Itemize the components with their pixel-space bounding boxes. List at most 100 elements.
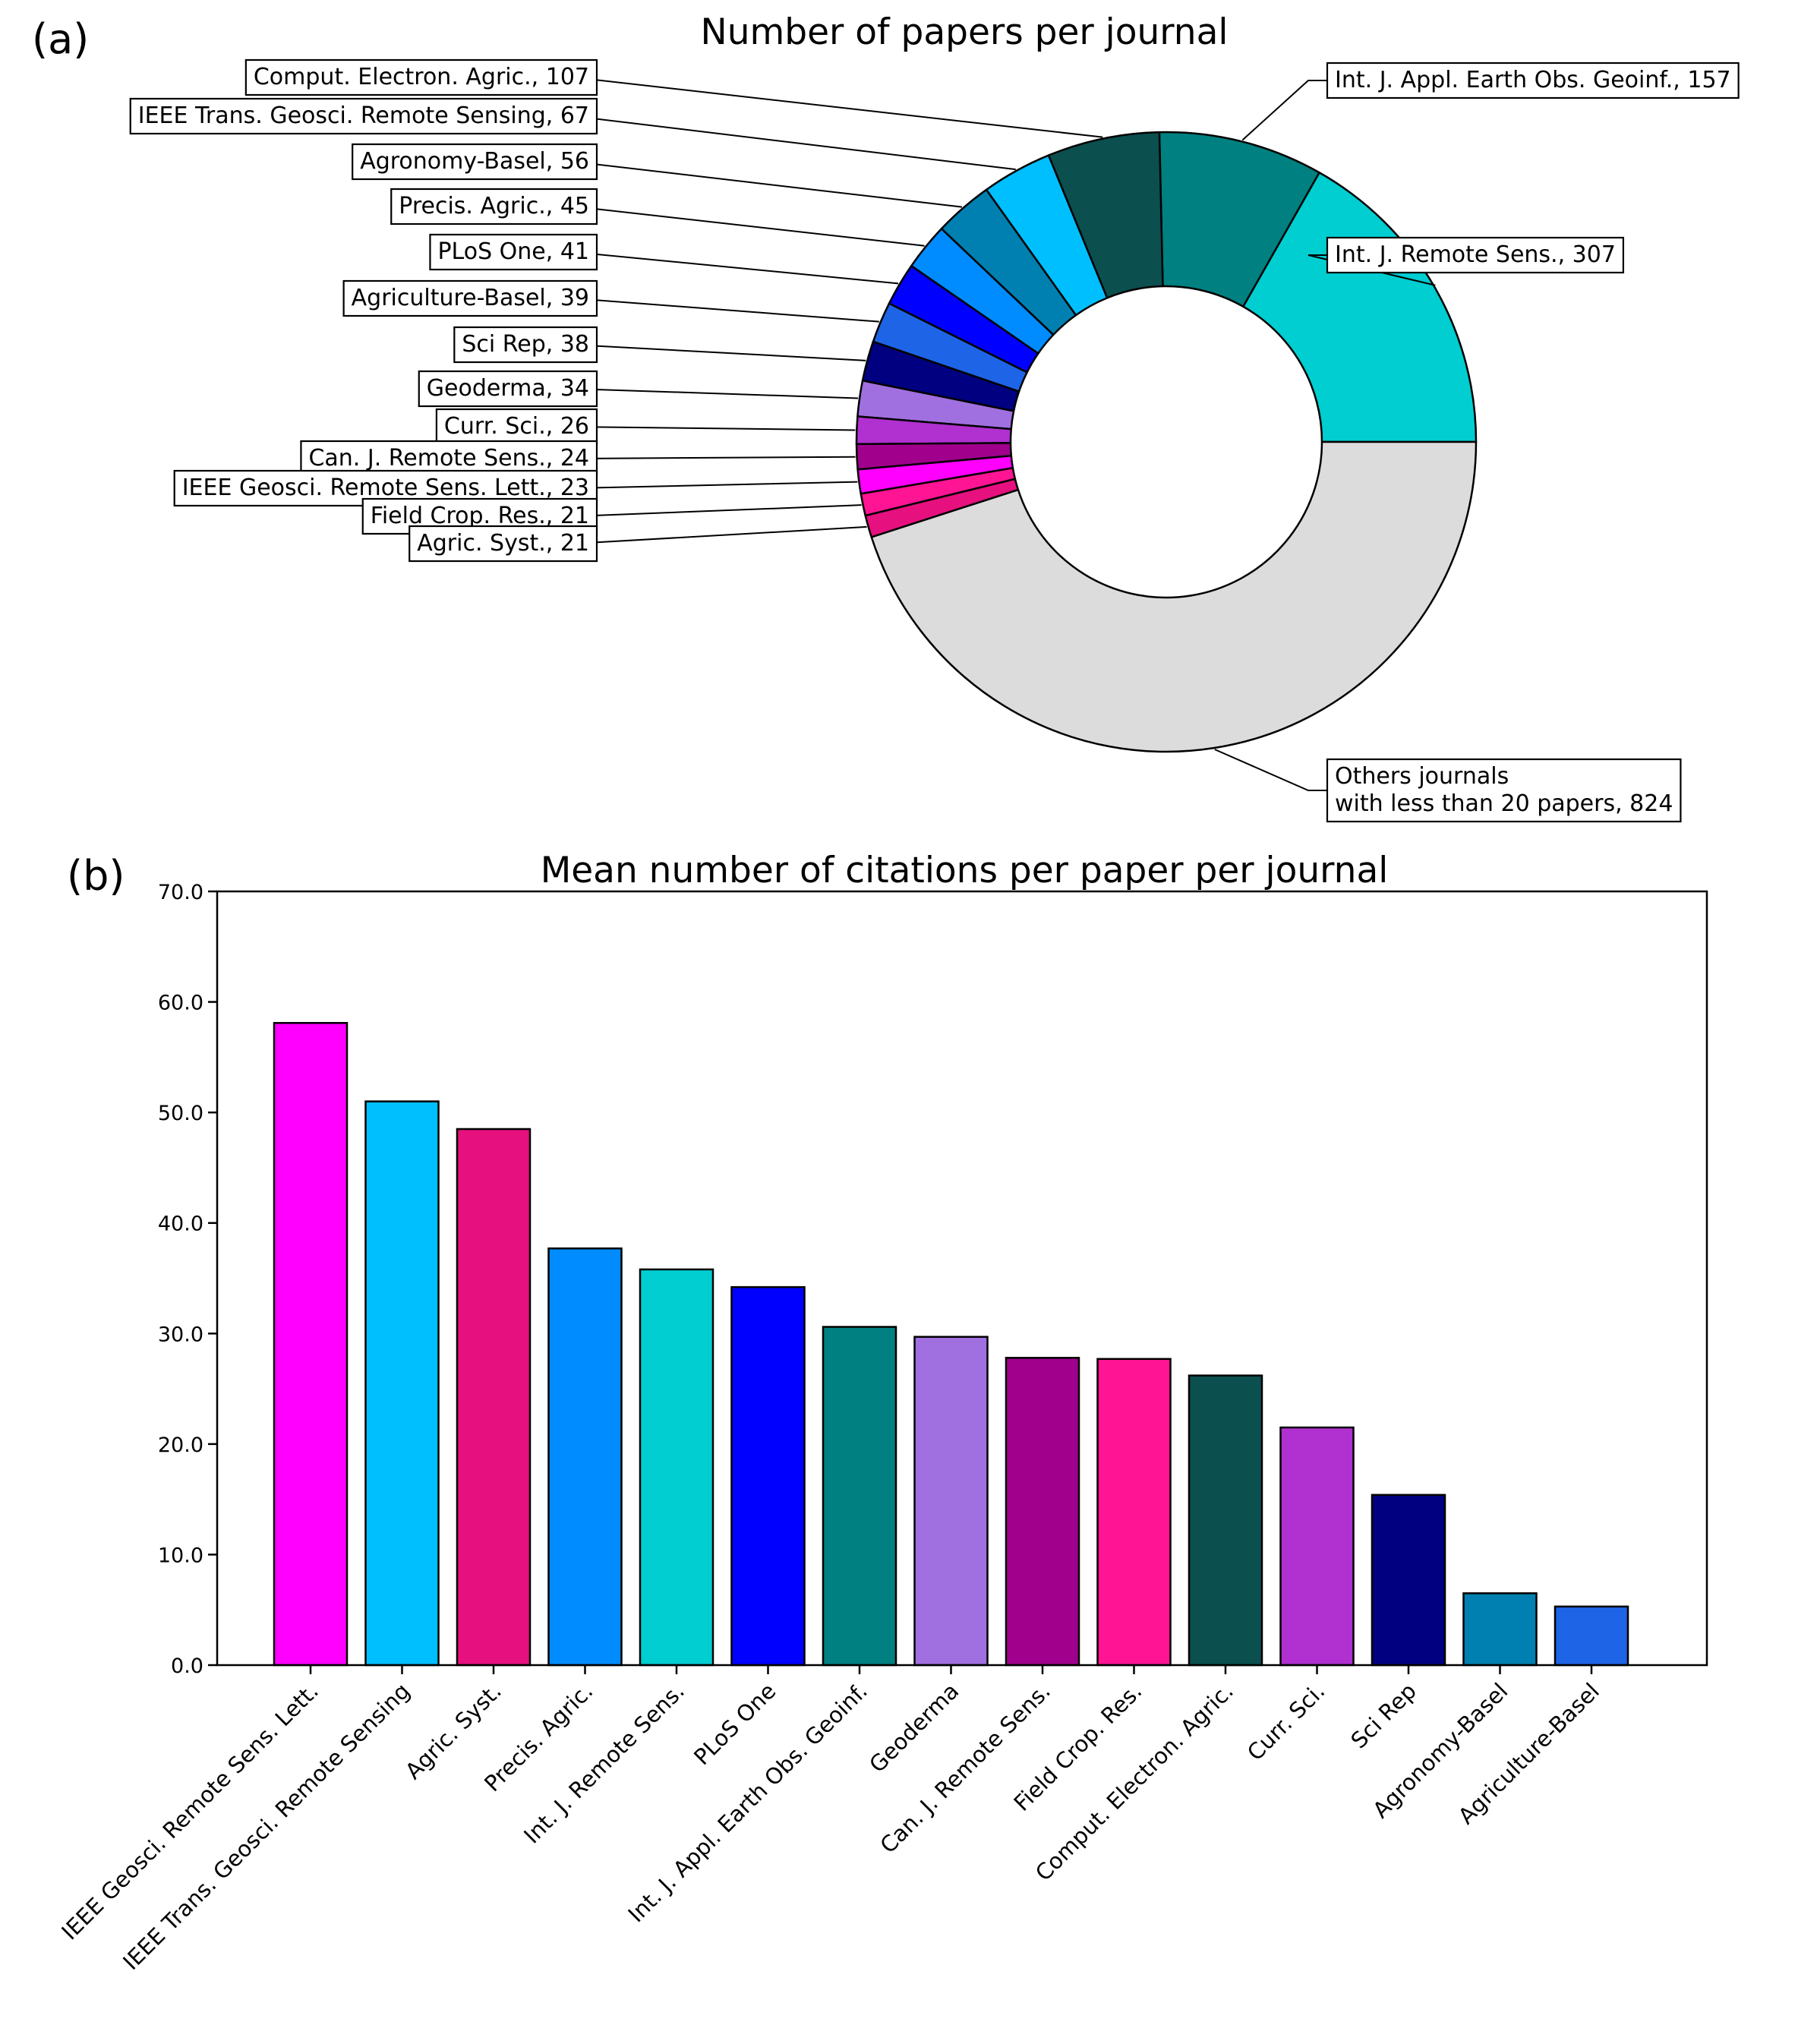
bar-title: Mean number of citations per paper per j… — [541, 850, 1389, 891]
pie-slice-others-journals-with-less-than-20-papers — [870, 440, 1478, 753]
pie-label-box — [129, 97, 598, 135]
pie-slice-int-j-remote-sens — [1242, 172, 1478, 443]
x-tick-label: Geoderma — [864, 1678, 964, 1777]
leader-line — [573, 525, 867, 544]
x-tick-label: Can. J. Remote Sens. — [875, 1678, 1055, 1859]
bar-agriculture-basel — [1554, 1605, 1629, 1667]
bar-ieee-trans-geosci-remote-sensing — [364, 1100, 440, 1667]
pie-label-box — [418, 370, 598, 408]
plot-frame — [216, 890, 1708, 1667]
leader-line — [573, 115, 1016, 171]
leader-line — [573, 206, 925, 247]
pie-label-text: Comput. Electron. Agric., 107 — [254, 64, 589, 90]
y-tick-label: 30.0 — [158, 1323, 203, 1346]
pie-label-text: Field Crop. Res., 21 — [371, 503, 589, 529]
y-tick-label: 60.0 — [158, 992, 203, 1015]
pie-label-box — [390, 188, 598, 226]
x-tick-label: Int. J. Remote Sens. — [519, 1678, 689, 1849]
pie-label-text: with less than 20 papers, 824 — [1335, 790, 1673, 817]
y-tick-label: 70.0 — [158, 881, 203, 904]
bar-ieee-geosci-remote-sens-lett — [273, 1021, 349, 1667]
pie-label-text: Agronomy-Basel, 56 — [360, 148, 589, 175]
leader-line — [573, 77, 1103, 138]
bar-comput-electron-agric — [1188, 1374, 1263, 1667]
pie-label-sci-rep: Sci Rep, 38 — [453, 326, 598, 364]
leader-line — [573, 388, 859, 399]
pie-label-comput-electron-agric: Comput. Electron. Agric., 107 — [244, 58, 598, 96]
bar-field-crop-res — [1096, 1358, 1172, 1667]
leader-line — [1214, 749, 1327, 791]
pie-label-text: Agriculture-Basel, 39 — [352, 285, 589, 311]
bar-precis-agric — [547, 1247, 623, 1667]
x-tick-label: Sci Rep — [1345, 1678, 1421, 1754]
pie-label-text: Sci Rep, 38 — [462, 331, 589, 358]
pie-label-int-j-remote-sens: Int. J. Remote Sens., 307 — [1326, 236, 1625, 274]
pie-label-text: Curr. Sci., 26 — [444, 413, 589, 440]
bar-int-j-appl-earth-obs-geoinf — [822, 1326, 897, 1667]
pie-label-curr-sci: Curr. Sci., 26 — [435, 408, 598, 446]
pie-label-agronomy-basel: Agronomy-Basel, 56 — [352, 143, 598, 181]
pie-label-precis-agric: Precis. Agric., 45 — [390, 188, 598, 226]
pie-label-box — [1326, 236, 1625, 274]
pie-label-box — [352, 143, 598, 181]
bar-plos-one — [730, 1285, 806, 1667]
pie-label-text: Can. J. Remote Sens., 24 — [308, 445, 589, 472]
pie-label-text: IEEE Geosci. Remote Sens. Lett., 23 — [182, 475, 589, 501]
pie-title: Number of papers per journal — [701, 11, 1229, 53]
pie-label-box — [1326, 62, 1740, 99]
pie-label-geoderma: Geoderma, 34 — [418, 370, 598, 408]
x-tick-label: Curr. Sci. — [1242, 1678, 1330, 1766]
pie-label-text: Others journals — [1335, 763, 1509, 790]
bar-curr-sci — [1279, 1426, 1355, 1667]
pie-label-ieee-trans-geosci-remote-sensing: IEEE Trans. Geosci. Remote Sensing, 67 — [129, 97, 598, 135]
y-tick-label: 50.0 — [158, 1102, 203, 1125]
pie-label-text: Geoderma, 34 — [427, 375, 589, 402]
pie-label-text: Precis. Agric., 45 — [399, 193, 589, 219]
leader-line — [1307, 254, 1436, 286]
leader-line — [573, 481, 858, 489]
leader-line — [573, 161, 963, 208]
donut-chart — [855, 131, 1478, 753]
y-axis: 0.0 10.0 20.0 30.0 40.0 50.0 60.0 70.0 — [158, 881, 217, 1678]
leader-line — [1241, 80, 1327, 141]
bar-can-j-remote-sens — [1005, 1357, 1080, 1667]
leader-line — [573, 426, 856, 431]
pie-label-box — [1326, 758, 1682, 823]
x-tick-label: PLoS One — [689, 1678, 781, 1770]
leader-line — [573, 298, 879, 323]
pie-label-int-j-appl-earth-obs-geoinf: Int. J. Appl. Earth Obs. Geoinf., 157 — [1326, 62, 1740, 99]
bars — [273, 1021, 1629, 1667]
bar-agronomy-basel — [1462, 1592, 1538, 1667]
y-tick-label: 0.0 — [171, 1654, 203, 1678]
leader-line — [573, 504, 862, 517]
bar-int-j-remote-sens — [639, 1268, 714, 1667]
bar-sci-rep — [1371, 1494, 1446, 1667]
pie-label-box — [342, 279, 598, 317]
pie-label-box — [429, 233, 598, 271]
panel-label-a: (a) — [32, 15, 89, 63]
y-tick-label: 10.0 — [158, 1544, 203, 1567]
pie-label-text: Int. J. Remote Sens., 307 — [1335, 241, 1616, 268]
leader-line — [573, 456, 856, 459]
y-tick-label: 20.0 — [158, 1434, 203, 1457]
pie-label-box — [453, 326, 598, 364]
bar-geoderma — [913, 1336, 989, 1667]
y-tick-label: 40.0 — [158, 1213, 203, 1236]
leader-line — [573, 344, 866, 361]
panel-label-b: (b) — [67, 852, 125, 900]
pie-label-text: PLoS One, 41 — [437, 238, 589, 265]
x-axis: IEEE Geosci. Remote Sens. Lett.IEEE Tran… — [56, 1665, 1604, 1975]
pie-label-agriculture-basel: Agriculture-Basel, 39 — [342, 279, 598, 317]
leader-line — [573, 251, 899, 285]
pie-label-box — [408, 525, 598, 563]
pie-labels: Int. J. Remote Sens., 307 Int. J. Appl. E… — [129, 58, 1740, 823]
bar-agric-syst — [456, 1128, 532, 1667]
x-tick-label: Comput. Electron. Agric. — [1030, 1678, 1238, 1886]
pie-label-text: Agric. Syst., 21 — [417, 530, 589, 557]
pie-label-text: IEEE Trans. Geosci. Remote Sensing, 67 — [138, 103, 589, 129]
pie-label-text: Int. J. Appl. Earth Obs. Geoinf., 157 — [1335, 67, 1731, 93]
pie-label-box — [244, 58, 598, 96]
pie-label-agric-syst: Agric. Syst., 21 — [408, 525, 598, 563]
